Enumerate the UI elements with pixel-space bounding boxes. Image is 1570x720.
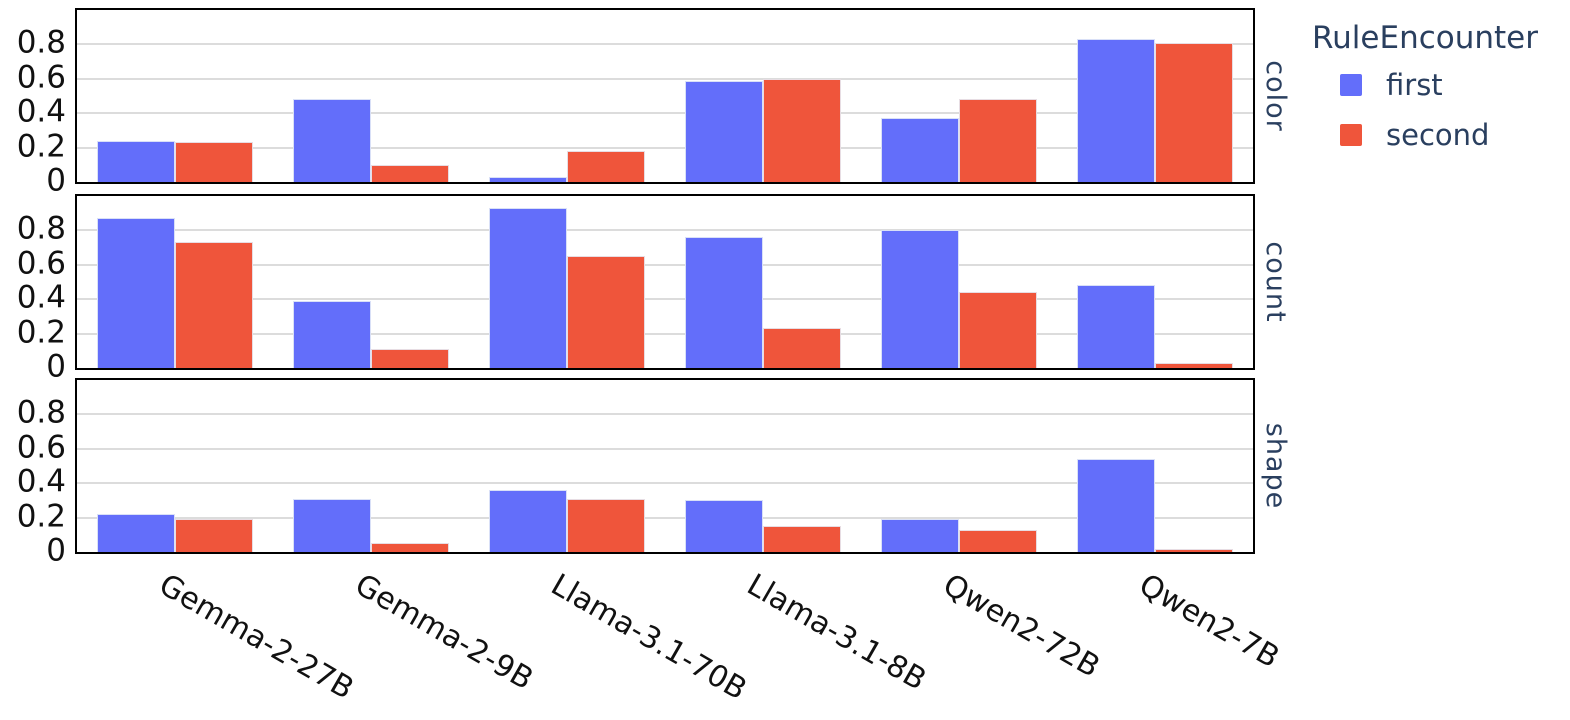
facet-panel-shape [75, 378, 1255, 554]
gridline [77, 43, 1253, 46]
bar-count-Gemma-2-9B-first[interactable] [293, 300, 371, 368]
legend-item-second[interactable]: second [1340, 118, 1538, 152]
x-tick-label-Gemma-2-9B: Gemma-2-9B [349, 567, 539, 698]
legend-item-label: second [1386, 118, 1490, 152]
y-tick-label-count-0.6: 0.6 [16, 245, 66, 282]
y-tick-label-shape-0.2: 0.2 [16, 497, 66, 534]
bar-count-Llama-3.1-8B-second[interactable] [763, 328, 841, 368]
bar-shape-Llama-3.1-8B-second[interactable] [763, 526, 841, 552]
bar-color-Qwen2-72B-second[interactable] [959, 99, 1037, 182]
bar-shape-Gemma-2-9B-second[interactable] [371, 543, 449, 552]
gridline [77, 112, 1253, 115]
y-tick-label-color-0.4: 0.4 [16, 93, 66, 130]
x-tick-label-Gemma-2-27B: Gemma-2-27B [153, 567, 360, 707]
bar-count-Gemma-2-27B-first[interactable] [97, 218, 175, 368]
bar-color-Qwen2-7B-first[interactable] [1077, 39, 1155, 182]
y-tick-label-color-0.8: 0.8 [16, 24, 66, 61]
gridline [77, 146, 1253, 149]
x-tick-label-Llama-3.1-70B: Llama-3.1-70B [545, 567, 753, 708]
legend-item-label: first [1386, 68, 1443, 102]
bar-color-Qwen2-72B-first[interactable] [881, 118, 959, 182]
x-tick-label-Qwen2-7B: Qwen2-7B [1133, 567, 1285, 676]
bar-shape-Llama-3.1-70B-first[interactable] [489, 490, 567, 552]
bar-count-Qwen2-7B-first[interactable] [1077, 285, 1155, 368]
bar-count-Qwen2-72B-first[interactable] [881, 230, 959, 368]
bar-count-Llama-3.1-70B-first[interactable] [489, 208, 567, 368]
y-tick-label-color-0.2: 0.2 [16, 127, 66, 164]
gridline [77, 516, 1253, 519]
y-tick-label-shape-0.6: 0.6 [16, 429, 66, 466]
gridline [77, 77, 1253, 80]
bar-shape-Llama-3.1-70B-second[interactable] [567, 498, 645, 552]
bar-shape-Gemma-2-27B-second[interactable] [175, 519, 253, 552]
bar-color-Llama-3.1-8B-first[interactable] [685, 80, 763, 182]
bar-shape-Gemma-2-9B-first[interactable] [293, 498, 371, 552]
legend-swatch-second-icon [1340, 124, 1362, 146]
facet-panel-color [75, 8, 1255, 184]
bar-shape-Gemma-2-27B-first[interactable] [97, 514, 175, 552]
gridline [77, 332, 1253, 335]
y-tick-label-shape-0.8: 0.8 [16, 394, 66, 431]
facet-label-color: color [1260, 60, 1291, 132]
x-tick-label-Llama-3.1-8B: Llama-3.1-8B [741, 567, 932, 698]
bar-shape-Qwen2-72B-first[interactable] [881, 519, 959, 552]
bar-color-Gemma-2-27B-first[interactable] [97, 140, 175, 182]
y-tick-label-count-0.4: 0.4 [16, 279, 66, 316]
bar-count-Qwen2-72B-second[interactable] [959, 292, 1037, 368]
y-tick-label-count-0.8: 0.8 [16, 210, 66, 247]
x-tick-label-Qwen2-72B: Qwen2-72B [937, 567, 1106, 685]
gridline [77, 229, 1253, 232]
bar-shape-Qwen2-72B-second[interactable] [959, 529, 1037, 552]
bar-count-Llama-3.1-70B-second[interactable] [567, 256, 645, 368]
bar-color-Qwen2-7B-second[interactable] [1155, 42, 1233, 182]
bar-color-Gemma-2-9B-second[interactable] [371, 164, 449, 182]
bar-color-Llama-3.1-70B-second[interactable] [567, 151, 645, 182]
facet-label-shape: shape [1260, 422, 1291, 510]
bar-shape-Qwen2-7B-second[interactable] [1155, 548, 1233, 552]
y-tick-label-shape-0: 0 [46, 532, 66, 569]
y-tick-label-color-0.6: 0.6 [16, 59, 66, 96]
gridline [77, 413, 1253, 416]
legend: RuleEncounter first second [1312, 20, 1538, 168]
gridline [77, 482, 1253, 485]
bar-shape-Qwen2-7B-first[interactable] [1077, 459, 1155, 552]
bar-count-Gemma-2-9B-second[interactable] [371, 349, 449, 368]
y-tick-label-count-0: 0 [46, 348, 66, 385]
bar-count-Gemma-2-27B-second[interactable] [175, 242, 253, 368]
facet-label-count: count [1260, 241, 1291, 323]
y-tick-label-shape-0.4: 0.4 [16, 463, 66, 500]
bar-color-Gemma-2-9B-first[interactable] [293, 99, 371, 182]
legend-swatch-first-icon [1340, 74, 1362, 96]
bar-color-Gemma-2-27B-second[interactable] [175, 142, 253, 182]
bar-count-Llama-3.1-8B-first[interactable] [685, 237, 763, 368]
bar-shape-Llama-3.1-8B-first[interactable] [685, 500, 763, 552]
bar-count-Qwen2-7B-second[interactable] [1155, 362, 1233, 368]
y-tick-label-count-0.2: 0.2 [16, 313, 66, 350]
legend-title: RuleEncounter [1312, 20, 1538, 56]
y-tick-label-color-0: 0 [46, 162, 66, 199]
gridline [77, 447, 1253, 450]
bar-color-Llama-3.1-8B-second[interactable] [763, 78, 841, 182]
gridline [77, 298, 1253, 301]
gridline [77, 263, 1253, 266]
legend-item-first[interactable]: first [1340, 68, 1538, 102]
facet-panel-count [75, 194, 1255, 370]
bar-color-Llama-3.1-70B-first[interactable] [489, 176, 567, 182]
